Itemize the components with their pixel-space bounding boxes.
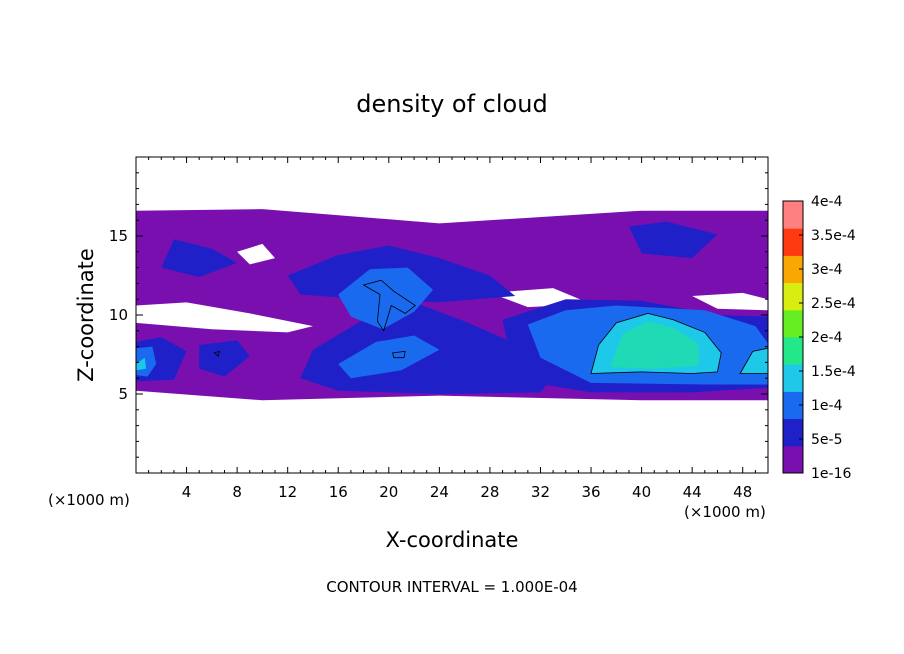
anvil-blob-left: [161, 239, 238, 278]
anvil-blob-right: [629, 221, 718, 259]
x-tick-label: 32: [531, 483, 550, 501]
x-tick-label: 4: [182, 483, 192, 501]
colorbar-swatch: [783, 364, 803, 392]
clear-gap-right: [692, 292, 768, 311]
x-axis-label: X-coordinate: [386, 528, 519, 552]
x-tick-label: 8: [232, 483, 242, 501]
x-unit-label-left: (×1000 m): [48, 491, 130, 509]
colorbar-swatch: [783, 228, 803, 256]
core-0-1: [136, 357, 147, 371]
colorbar: 1e-16 5e-5 1e-4 1.5e-4 2e-4 2.5e-4 3e-4 3.5e-4 4…: [782, 194, 856, 482]
x-tick-label: 12: [278, 483, 297, 501]
colorbar-swatch: [783, 337, 803, 365]
x-tick-label: 48: [733, 483, 752, 501]
contour-interval-label: CONTOUR INTERVAL = 1.000E-04: [326, 578, 577, 596]
x-axis: 4 8 12 16 20 24 28 32 36 40 44 48: [148, 157, 756, 501]
x-tick-label: 16: [329, 483, 348, 501]
x-tick-label: 36: [581, 483, 600, 501]
clear-gap-left: [136, 302, 313, 333]
chart-title: density of cloud: [356, 90, 547, 118]
core-48-50: [740, 348, 768, 374]
colorbar-label: 2.5e-4: [811, 296, 856, 312]
x-tick-label: 24: [430, 483, 449, 501]
x-tick-label: 20: [379, 483, 398, 501]
contour-core-48-50: [739, 347, 768, 374]
colorbar-label: 1e-16: [811, 466, 851, 482]
contour-core-36-46: [590, 312, 722, 374]
colorbar-swatch: [783, 391, 803, 420]
clear-gap-upper: [237, 243, 275, 265]
contour-small-6: [213, 350, 220, 357]
colorbar-label: 3e-4: [811, 262, 843, 278]
blob-7: [199, 340, 250, 377]
x-tick-label: 40: [632, 483, 651, 501]
colorbar-swatch: [783, 445, 803, 474]
column-base: [338, 335, 440, 379]
x-unit-label-right: (×1000 m): [684, 503, 766, 521]
colorbar-label: 3.5e-4: [811, 228, 856, 244]
y-axis-label: Z-coordinate: [74, 248, 98, 382]
y-tick-label: 15: [109, 227, 128, 245]
y-axis: 5 10 15: [109, 172, 768, 458]
colorbar-swatch: [783, 309, 803, 338]
colorbar-label: 2e-4: [811, 330, 843, 346]
x-tick-label: 44: [683, 483, 702, 501]
contour-small-21: [392, 350, 406, 359]
colorbar-label: 4e-4: [811, 194, 843, 210]
colorbar-swatch: [783, 418, 803, 447]
colorbar-label: 1e-4: [811, 398, 843, 414]
column-core: [338, 267, 433, 330]
y-tick-label: 10: [109, 306, 128, 324]
colorbar-label: 5e-5: [811, 432, 842, 448]
core-36-46-peak: [610, 321, 699, 369]
colorbar-swatch: [783, 255, 803, 284]
x-tick-label: 28: [480, 483, 499, 501]
colorbar-swatch: [783, 282, 803, 311]
colorbar-label: 1.5e-4: [811, 364, 856, 380]
y-tick-label: 5: [118, 385, 128, 403]
heatmap-field: [136, 209, 768, 401]
colorbar-swatch: [783, 201, 803, 229]
contour-column: [362, 279, 416, 332]
